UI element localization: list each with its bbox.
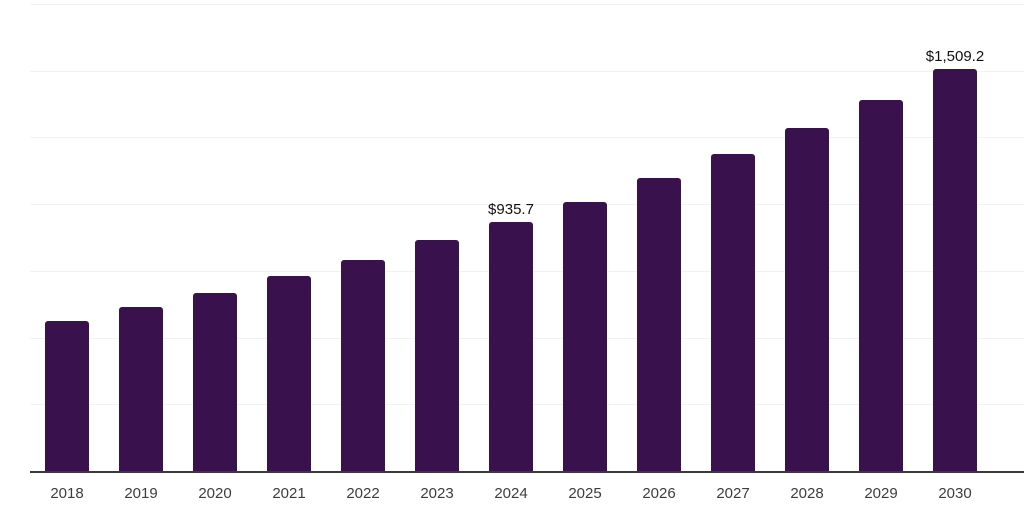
data-label-2030: $1,509.2 (925, 48, 985, 66)
bar-2023 (415, 239, 459, 472)
bar-2020 (193, 293, 237, 472)
bar-2018 (45, 321, 89, 472)
bar-2021 (267, 275, 311, 472)
bar-2025 (563, 202, 607, 472)
bar-group-2018 (30, 5, 104, 472)
x-axis-label-2026: 2026 (642, 485, 676, 502)
bar-2028 (785, 127, 829, 472)
bar-group-2029 (844, 5, 918, 472)
bar-2024 (489, 222, 533, 472)
x-axis-labels: 2018 2019 2020 2021 2022 2023 2024 2025 2026 2027… (30, 485, 992, 502)
gridline-1250 (30, 137, 1024, 139)
x-axis-label-2018: 2018 (50, 485, 84, 502)
bar-group-2020 (178, 5, 252, 472)
gridline-1500 (30, 70, 1024, 72)
x-axis-label-2022: 2022 (346, 485, 380, 502)
bar-group-2022 (326, 5, 400, 472)
bar-group-2027 (696, 5, 770, 472)
plot-area: $935.7 $1,509.2 (30, 4, 1024, 472)
bar-2027 (711, 154, 755, 472)
x-axis-label-2030: 2030 (938, 485, 972, 502)
x-axis-line (30, 471, 1024, 473)
x-axis-label-2020: 2020 (198, 485, 232, 502)
bars-container: $935.7 $1,509.2 (30, 5, 992, 472)
bar-2030 (933, 69, 977, 472)
bar-group-2025 (548, 5, 622, 472)
bar-group-2026 (622, 5, 696, 472)
x-axis-label-2021: 2021 (272, 485, 306, 502)
x-axis-label-2024: 2024 (494, 485, 528, 502)
bar-2019 (119, 306, 163, 472)
bar-group-2030: $1,509.2 (918, 5, 992, 472)
x-axis-label-2029: 2029 (864, 485, 898, 502)
bar-group-2024: $935.7 (474, 5, 548, 472)
x-axis-label-2028: 2028 (790, 485, 824, 502)
bar-group-2028 (770, 5, 844, 472)
bar-2026 (637, 178, 681, 472)
x-axis-label-2027: 2027 (716, 485, 750, 502)
bar-group-2019 (104, 5, 178, 472)
bar-group-2023 (400, 5, 474, 472)
x-axis-label-2023: 2023 (420, 485, 454, 502)
x-axis-label-2025: 2025 (568, 485, 602, 502)
bar-group-2021 (252, 5, 326, 472)
bar-2029 (859, 99, 903, 472)
gridline-1750 (30, 4, 1024, 5)
gridline-1000 (30, 204, 1024, 206)
data-label-2024: $935.7 (488, 201, 534, 219)
bar-2022 (341, 259, 385, 472)
x-axis-label-2019: 2019 (124, 485, 158, 502)
